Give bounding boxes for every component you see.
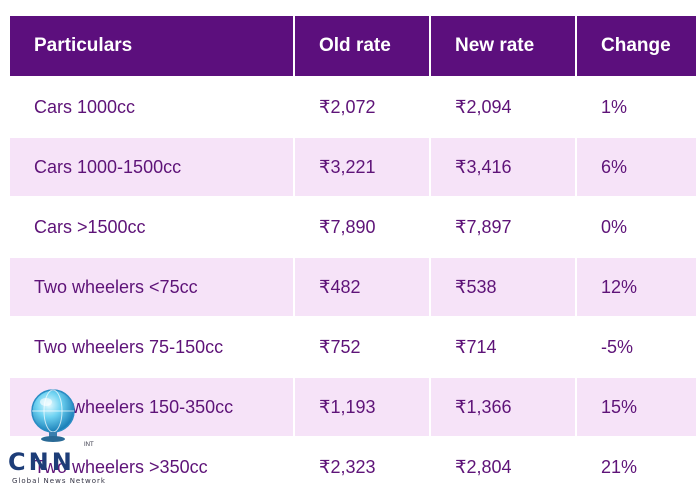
cell-change: 1% xyxy=(576,76,696,137)
cell-change: 15% xyxy=(576,376,696,437)
cell-new-rate: ₹2,094 xyxy=(430,76,577,137)
cell-new-rate: ₹538 xyxy=(430,256,577,317)
cell-new-rate: ₹7,897 xyxy=(430,196,577,257)
logo-subtitle: Global News Network xyxy=(12,477,106,485)
header-new-rate: New rate xyxy=(430,16,577,77)
header-particulars: Particulars xyxy=(10,16,295,77)
cell-particulars: Two wheelers >350cc xyxy=(10,436,295,496)
cell-change: 21% xyxy=(576,436,696,496)
table-row: Cars >1500cc ₹7,890 ₹7,897 0% xyxy=(10,196,696,257)
cell-old-rate: ₹3,221 xyxy=(294,136,431,197)
cell-old-rate: ₹482 xyxy=(294,256,431,317)
logo-tm: INT xyxy=(84,442,94,448)
header-old-rate: Old rate xyxy=(294,16,431,77)
cell-change: 0% xyxy=(576,196,696,257)
cell-particulars: Cars 1000cc xyxy=(10,76,295,137)
cell-new-rate: ₹1,366 xyxy=(430,376,577,437)
cell-particulars: Cars >1500cc xyxy=(10,196,295,257)
cell-old-rate: ₹1,193 xyxy=(294,376,431,437)
rates-table: Particulars Old rate New rate Change Car… xyxy=(10,16,696,496)
cell-particulars: Two wheelers 75-150cc xyxy=(10,316,295,377)
logo-text: CNN xyxy=(8,448,75,476)
table-row: Two wheelers >350cc ₹2,323 ₹2,804 21% xyxy=(10,436,696,496)
table-row: Cars 1000cc ₹2,072 ₹2,094 1% xyxy=(10,76,696,137)
cell-particulars: Two wheelers <75cc xyxy=(10,256,295,317)
cell-particulars: Cars 1000-1500cc xyxy=(10,136,295,197)
cell-old-rate: ₹7,890 xyxy=(294,196,431,257)
cell-new-rate: ₹2,804 xyxy=(430,436,577,496)
globe-icon xyxy=(31,389,75,442)
table-header-row: Particulars Old rate New rate Change xyxy=(10,16,696,77)
cell-change: 6% xyxy=(576,136,696,197)
cnn-logo: CNN INT Global News Network xyxy=(4,384,124,492)
cell-old-rate: ₹752 xyxy=(294,316,431,377)
header-change: Change xyxy=(576,16,696,77)
cell-change: -5% xyxy=(576,316,696,377)
cell-new-rate: ₹714 xyxy=(430,316,577,377)
cell-old-rate: ₹2,072 xyxy=(294,76,431,137)
cell-change: 12% xyxy=(576,256,696,317)
table-row: Two wheelers 75-150cc ₹752 ₹714 -5% xyxy=(10,316,696,377)
cell-old-rate: ₹2,323 xyxy=(294,436,431,496)
table-row: Cars 1000-1500cc ₹3,221 ₹3,416 6% xyxy=(10,136,696,197)
table-row: Two wheelers 150-350cc ₹1,193 ₹1,366 15% xyxy=(10,376,696,437)
table-row: Two wheelers <75cc ₹482 ₹538 12% xyxy=(10,256,696,317)
cell-new-rate: ₹3,416 xyxy=(430,136,577,197)
